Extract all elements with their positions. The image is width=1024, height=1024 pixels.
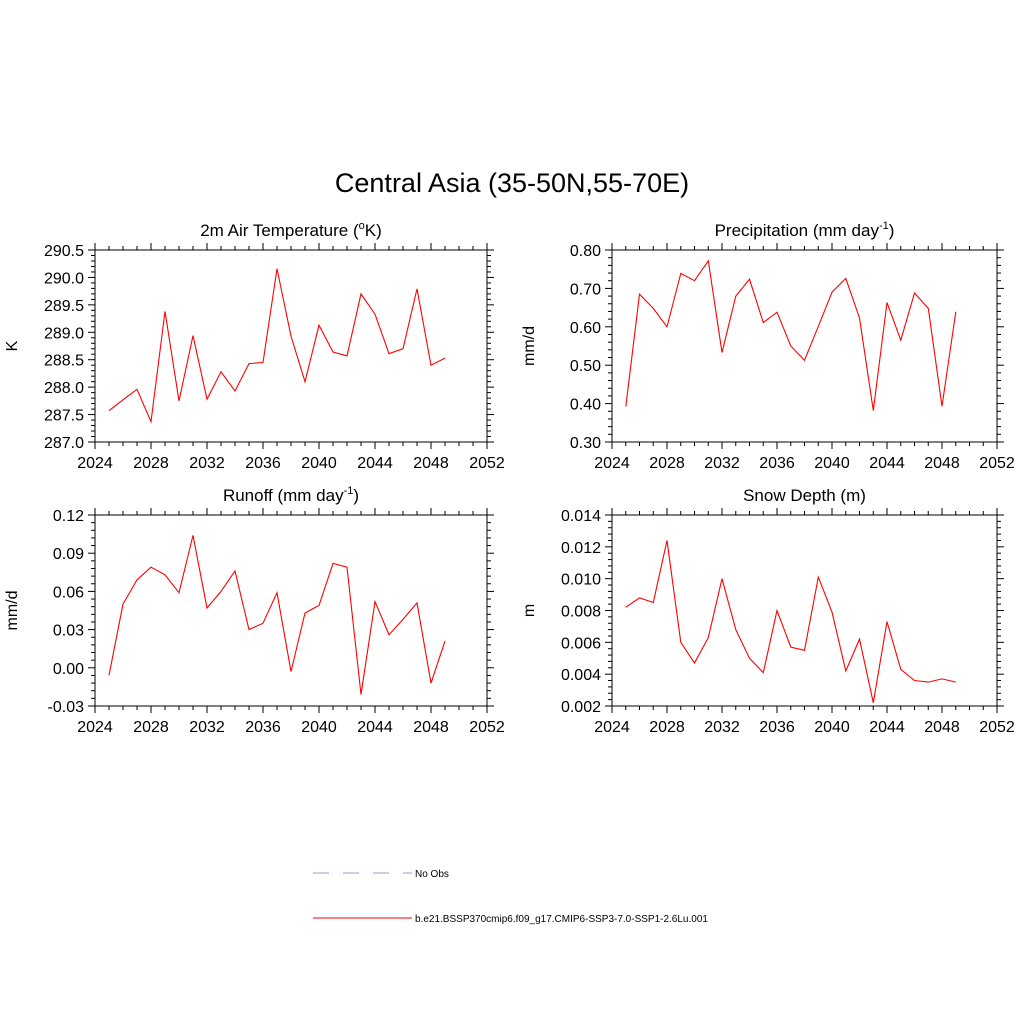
x-tick-label: 2048 [924,455,960,472]
series-line-1 [625,540,956,703]
y-tick-label: 0.008 [561,604,601,621]
legend-label-no-obs: No Obs [415,869,449,880]
series-line-1 [108,535,446,695]
y-tick-label: 0.70 [570,281,601,298]
x-tick-label: 2024 [594,455,630,472]
x-tick-label: 2028 [649,719,685,736]
x-tick-label: 2036 [759,719,795,736]
y-tick-label: 0.014 [561,508,601,525]
figure-title: Central Asia (35-50N,55-70E) [334,168,690,198]
x-tick-label: 2032 [189,455,225,472]
x-tick-label: 2040 [301,455,337,472]
y-tick-label: 287.5 [44,408,84,425]
chart-panel-4: 2024 2028 2032 2036 2040 2044 2048 2052 0.002 0.0… [521,486,1015,736]
x-tick-label: 2052 [469,719,505,736]
x-tick-label: 2044 [357,719,393,736]
y-tick-label: 289.5 [44,298,84,315]
y-tick-label: 0.004 [561,667,601,684]
chart-panel-2: 2024 2028 2032 2036 2040 2044 2048 2052 0.30 0.40… [521,220,1015,472]
x-tick-label: 2032 [704,719,740,736]
x-tick-label: 2052 [979,719,1015,736]
y-tick-label: 0.012 [561,540,601,557]
x-tick-label: 2032 [704,455,740,472]
y-tick-label: 0.00 [53,661,84,678]
y-tick-label: 290.0 [44,270,84,287]
y-axis-label: m [521,604,538,617]
x-tick-label: 2028 [133,455,169,472]
x-tick-label: 2052 [469,455,505,472]
x-tick-label: 2040 [814,719,850,736]
y-tick-label: 0.010 [561,572,601,589]
legend: No Obs b.e21.BSSP370cmip6.f09_g17.CMIP6-… [313,869,708,925]
x-tick-label: 2032 [189,719,225,736]
y-tick-label: 0.002 [561,699,601,716]
y-tick-label: 0.60 [570,320,601,337]
x-tick-label: 2024 [77,719,113,736]
y-tick-label: 0.80 [570,243,601,260]
y-tick-label: 0.006 [561,635,601,652]
panel-title: Snow Depth (m) [743,486,866,505]
chart-panel-3: 2024 2028 2032 2036 2040 2044 2048 2052 -0.03 0.0… [4,485,505,736]
plot-frame [611,249,998,443]
x-tick-label: 2040 [814,455,850,472]
y-tick-label: 287.0 [44,435,84,452]
x-tick-label: 2048 [924,719,960,736]
chart-panels: 2024 2028 2032 2036 2040 2044 2048 2052 287.0 287… [4,220,1015,736]
x-tick-label: 2024 [77,455,113,472]
y-axis-label: K [4,340,21,351]
x-tick-label: 2036 [245,719,281,736]
series-line-1 [108,268,446,424]
panel-title: 2m Air Temperature (oK) [200,220,382,240]
x-tick-label: 2044 [869,455,905,472]
plot-frame [611,514,998,707]
y-tick-label: 288.0 [44,380,84,397]
y-tick-label: 288.5 [44,353,84,370]
panel-title: Precipitation (mm day-1) [715,220,895,240]
y-tick-label: 0.09 [53,546,84,563]
y-tick-label: 289.0 [44,325,84,342]
x-tick-label: 2048 [413,455,449,472]
chart-panel-1: 2024 2028 2032 2036 2040 2044 2048 2052 287.0 287… [4,220,505,472]
y-tick-label: 0.03 [53,623,84,640]
series-line-1 [625,259,957,411]
y-tick-label: -0.03 [48,699,85,716]
y-tick-label: 0.06 [53,584,84,601]
y-tick-label: 0.30 [570,435,601,452]
x-tick-label: 2036 [245,455,281,472]
x-tick-label: 2044 [869,719,905,736]
y-tick-label: 0.12 [53,508,84,525]
x-tick-label: 2048 [413,719,449,736]
y-axis-label: mm/d [521,326,538,366]
x-tick-label: 2044 [357,455,393,472]
panel-title: Runoff (mm day-1) [223,485,359,505]
y-axis-label: mm/d [4,591,21,631]
x-tick-label: 2052 [979,455,1015,472]
x-tick-label: 2028 [133,719,169,736]
x-tick-label: 2024 [594,719,630,736]
x-tick-label: 2028 [649,455,685,472]
y-tick-label: 290.5 [44,243,84,260]
plot-frame [94,249,488,443]
y-tick-label: 0.40 [570,397,601,414]
y-tick-label: 0.50 [570,358,601,375]
x-tick-label: 2036 [759,455,795,472]
x-tick-label: 2040 [301,719,337,736]
plot-frame [94,514,488,707]
legend-label-model: b.e21.BSSP370cmip6.f09_g17.CMIP6-SSP3-7.… [415,914,708,925]
